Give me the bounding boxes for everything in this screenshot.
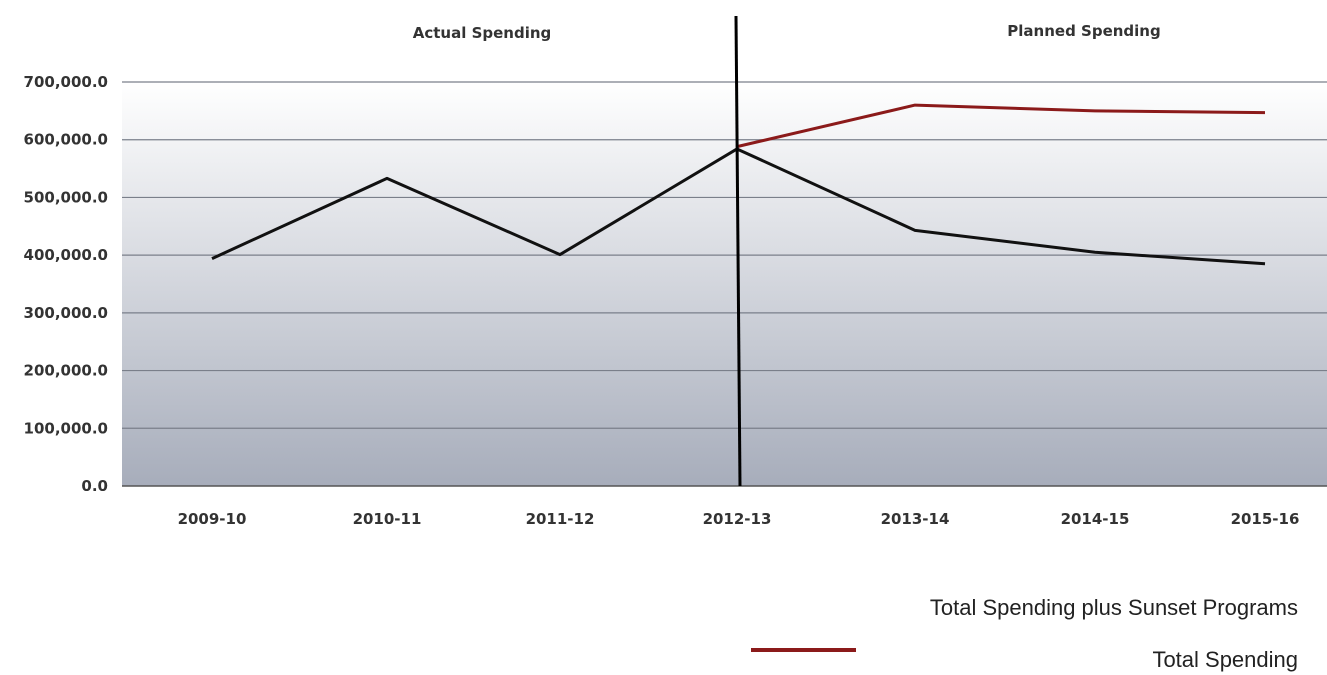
- y-tick-label: 300,000.0: [24, 304, 108, 322]
- x-tick-label: 2015-16: [1231, 510, 1300, 528]
- grid-lines: [122, 81, 1327, 487]
- plot-area: [122, 82, 1327, 486]
- y-tick-label: 100,000.0: [24, 419, 108, 437]
- x-tick-label: 2012-13: [703, 510, 772, 528]
- y-tick-label: 600,000.0: [24, 131, 108, 149]
- legend-label-sunset: Total Spending plus Sunset Programs: [930, 595, 1298, 620]
- series-line: [736, 103, 1266, 149]
- y-axis-ticks: 0.0 100,000.0 200,000.0 300,000.0 400,000.0 5…: [24, 73, 108, 495]
- y-tick-label: 400,000.0: [24, 246, 108, 264]
- x-tick-label: 2011-12: [526, 510, 595, 528]
- x-tick-label: 2010-11: [353, 510, 422, 528]
- actual-planned-divider: [734, 15, 742, 487]
- y-tick-label: 0.0: [81, 477, 108, 495]
- y-tick-label: 500,000.0: [24, 188, 108, 206]
- x-tick-label: 2014-15: [1061, 510, 1130, 528]
- y-tick-label: 200,000.0: [24, 362, 108, 380]
- x-tick-label: 2009-10: [178, 510, 247, 528]
- x-axis-ticks: 2009-10 2010-11 2011-12 2012-13 2013-14 2014-…: [178, 510, 1300, 528]
- section-label-planned: Planned Spending: [1007, 22, 1160, 40]
- legend: Total Spending plus Sunset Programs Tota…: [751, 595, 1298, 672]
- x-tick-label: 2013-14: [881, 510, 950, 528]
- y-tick-label: 700,000.0: [24, 73, 108, 91]
- legend-label-total: Total Spending: [1152, 647, 1298, 672]
- section-label-actual: Actual Spending: [413, 24, 552, 42]
